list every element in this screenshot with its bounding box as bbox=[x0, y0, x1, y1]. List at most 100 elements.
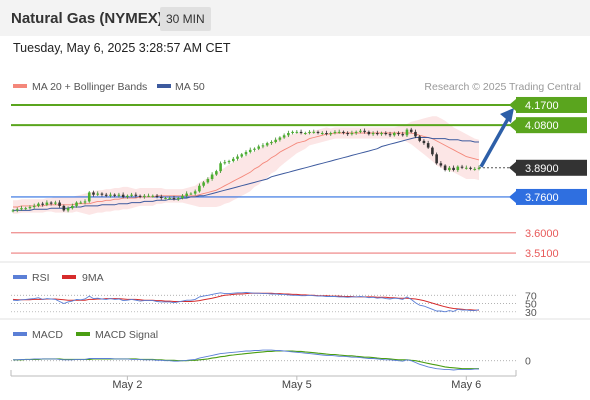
candle-body bbox=[147, 195, 150, 197]
legend-macd-signal-label: MACD Signal bbox=[95, 329, 158, 341]
candle-body bbox=[24, 208, 28, 210]
level-pointer-2 bbox=[509, 161, 516, 174]
legend-swatch-macd bbox=[13, 332, 27, 336]
legend-rsi-label: RSI bbox=[32, 272, 50, 284]
candle-body bbox=[45, 202, 49, 205]
instrument-title: Natural Gas (NYMEX) bbox=[11, 10, 163, 27]
level-pointer-0 bbox=[509, 98, 516, 111]
ma50-line bbox=[13, 137, 479, 211]
candle-body bbox=[54, 202, 57, 204]
candle-body bbox=[87, 192, 91, 202]
candle-body bbox=[363, 130, 366, 132]
candle-body bbox=[75, 202, 78, 206]
candle-body bbox=[28, 207, 32, 209]
candle-body bbox=[215, 171, 218, 175]
candle-body bbox=[185, 193, 188, 196]
candle-body bbox=[155, 195, 159, 197]
candle-body bbox=[83, 201, 87, 203]
legend-macd-label: MACD bbox=[32, 329, 63, 341]
candle-body bbox=[350, 133, 354, 135]
candle-body bbox=[231, 158, 235, 162]
candle-body bbox=[96, 193, 100, 195]
candle-body bbox=[265, 143, 269, 146]
candle-body bbox=[159, 196, 163, 199]
candle-body bbox=[248, 149, 252, 153]
candle-body bbox=[333, 131, 337, 134]
candle-body bbox=[236, 156, 239, 159]
candle-body bbox=[443, 165, 447, 171]
candle-body bbox=[143, 195, 146, 197]
candle-body bbox=[337, 131, 341, 133]
candle-body bbox=[37, 203, 40, 206]
level-label-2: 3.8900 bbox=[525, 163, 559, 175]
candle-body bbox=[79, 202, 83, 204]
candle-body bbox=[431, 147, 434, 155]
rsi-level-label-1: 50 bbox=[525, 299, 537, 311]
level-label-1: 4.0800 bbox=[525, 120, 559, 132]
candle-body bbox=[367, 131, 371, 135]
candle-body bbox=[109, 194, 112, 196]
legend-swatch-ma20 bbox=[13, 84, 27, 88]
candle-body bbox=[126, 195, 129, 197]
candle-body bbox=[257, 146, 261, 149]
x-tick-label-0: May 2 bbox=[112, 379, 142, 391]
candle-body bbox=[49, 202, 53, 204]
candle-body bbox=[287, 133, 290, 136]
timestamp: Tuesday, May 6, 2025 3:28:57 AM CET bbox=[13, 41, 231, 55]
candle-body bbox=[253, 148, 256, 150]
candle-body bbox=[359, 130, 362, 132]
candle-body bbox=[304, 133, 307, 135]
candle-body bbox=[329, 133, 333, 135]
forecast-arrow-shaft bbox=[479, 116, 511, 168]
candle-body bbox=[426, 143, 430, 148]
legend-swatch-ma50 bbox=[157, 84, 171, 88]
candle-body bbox=[117, 194, 121, 196]
candle-body bbox=[223, 162, 227, 164]
candle-body bbox=[299, 131, 303, 134]
candle-body bbox=[130, 194, 133, 196]
candlesticks bbox=[11, 127, 481, 213]
candle-body bbox=[244, 152, 248, 155]
moving-averages bbox=[13, 132, 480, 211]
candle-body bbox=[219, 163, 222, 172]
macd-zero-label: 0 bbox=[525, 356, 531, 368]
candle-body bbox=[308, 131, 311, 134]
candle-body bbox=[376, 133, 379, 135]
candle-body bbox=[66, 208, 70, 211]
candle-body bbox=[138, 195, 142, 197]
candle-body bbox=[206, 179, 210, 183]
candle-body bbox=[464, 167, 468, 169]
candle-body bbox=[448, 167, 451, 171]
chart-header: Natural Gas (NYMEX) 30 MIN bbox=[0, 0, 590, 36]
candle-body bbox=[121, 194, 125, 197]
candle-body bbox=[384, 133, 388, 135]
macd-signal-line bbox=[13, 350, 479, 370]
legend-ma20-label: MA 20 + Bollinger Bands bbox=[32, 81, 147, 93]
level-box-0 bbox=[516, 96, 587, 113]
candle-body bbox=[189, 193, 193, 195]
legend-ma50-label: MA 50 bbox=[175, 81, 205, 93]
candle-body bbox=[439, 163, 443, 166]
candle-body bbox=[113, 194, 116, 196]
candle-body bbox=[92, 192, 95, 195]
candle-body bbox=[58, 202, 61, 206]
candle-body bbox=[32, 205, 36, 208]
level-label-3: 3.7600 bbox=[525, 192, 559, 204]
candle-body bbox=[388, 134, 392, 136]
candle-body bbox=[210, 174, 214, 179]
ma20-line bbox=[13, 132, 480, 208]
candle-body bbox=[414, 131, 417, 137]
legend-swatch-rsi-ma bbox=[62, 275, 76, 279]
level-label-4: 3.6000 bbox=[525, 228, 559, 240]
candle-body bbox=[397, 133, 400, 135]
bollinger-bands bbox=[13, 116, 479, 215]
candle-body bbox=[151, 195, 155, 197]
candle-body bbox=[278, 137, 282, 140]
candle-body bbox=[176, 198, 180, 200]
candle-body bbox=[62, 205, 66, 211]
level-box-3 bbox=[516, 188, 587, 205]
timeframe-badge[interactable]: 30 MIN bbox=[160, 7, 211, 31]
level-label-5: 3.5100 bbox=[525, 248, 559, 260]
candle-body bbox=[460, 166, 464, 168]
